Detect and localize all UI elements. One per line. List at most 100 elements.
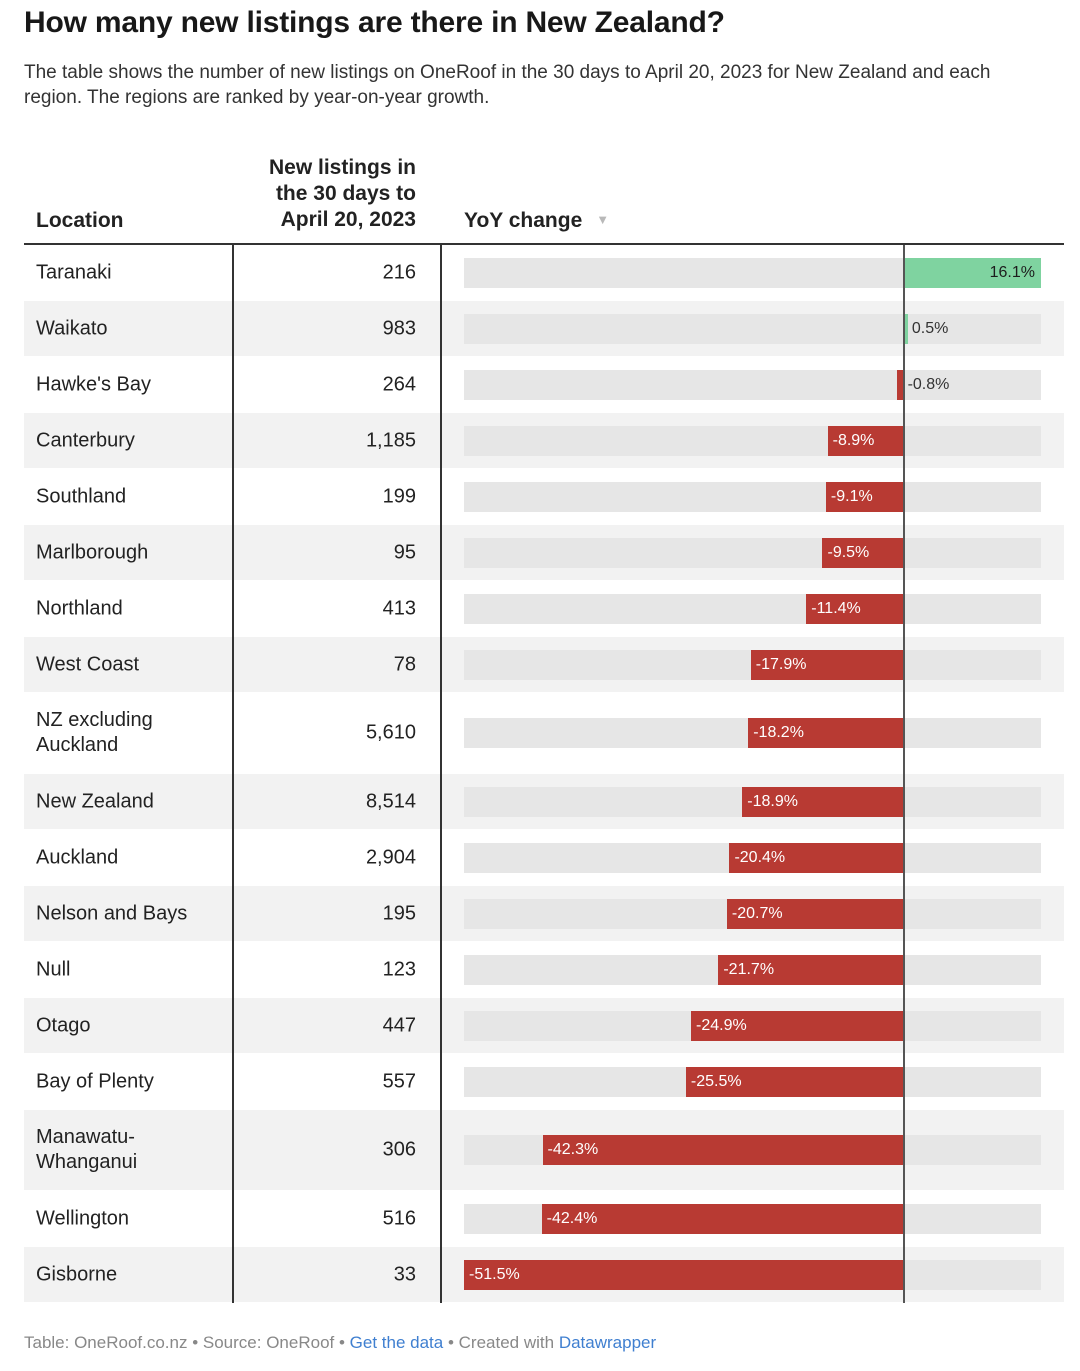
yoy-bar bbox=[718, 954, 904, 985]
yoy-label: -17.9% bbox=[755, 655, 807, 673]
yoy-bar-track: -25.5% bbox=[464, 1066, 1041, 1097]
listings-table: Location New listings in the 30 days to … bbox=[24, 146, 1064, 1303]
column-header-yoy[interactable]: YoY change ▼ bbox=[464, 209, 609, 233]
location-cell: Marlborough bbox=[36, 541, 149, 563]
yoy-bar-track: -24.9% bbox=[464, 1010, 1041, 1041]
yoy-bar bbox=[903, 313, 908, 344]
yoy-label: -51.5% bbox=[469, 1265, 520, 1283]
yoy-label: -20.4% bbox=[734, 848, 786, 866]
chart-description: The table shows the number of new listin… bbox=[24, 62, 991, 108]
yoy-bar bbox=[748, 718, 904, 748]
location-cell: New Zealand bbox=[36, 790, 154, 812]
table-row: Auckland 2,904 -20.4% bbox=[24, 830, 1064, 886]
table-row: Northland 413 -11.4% bbox=[24, 581, 1064, 637]
table-row: Waikato 983 0.5% bbox=[24, 301, 1064, 357]
listings-cell: 8,514 bbox=[365, 790, 416, 812]
listings-cell: 123 bbox=[382, 958, 416, 980]
yoy-bar-track: 16.1% bbox=[464, 257, 1041, 288]
yoy-bar-track: -20.4% bbox=[464, 842, 1041, 873]
table-row: Otago 447 -24.9% bbox=[24, 998, 1064, 1054]
yoy-bar bbox=[691, 1010, 904, 1041]
yoy-label: -42.3% bbox=[547, 1141, 599, 1158]
table-row: Canterbury 1,185 -8.9% bbox=[24, 413, 1064, 469]
yoy-bar-track: -18.9% bbox=[464, 786, 1041, 817]
yoy-bar-track: -21.7% bbox=[464, 954, 1041, 985]
footer-separator: • bbox=[187, 1333, 203, 1352]
yoy-bar-track: -42.4% bbox=[464, 1203, 1041, 1234]
table-credit: Table: OneRoof.co.nz bbox=[24, 1333, 188, 1352]
yoy-label: -25.5% bbox=[690, 1072, 742, 1090]
listings-cell: 33 bbox=[393, 1263, 416, 1285]
yoy-label: -8.9% bbox=[832, 431, 875, 449]
location-cell: Gisborne bbox=[36, 1263, 118, 1285]
yoy-bar-track: -51.5% bbox=[464, 1259, 1041, 1290]
table-row: West Coast 78 -17.9% bbox=[24, 637, 1064, 693]
column-header-listings[interactable]: New listings in the 30 days to April 20,… bbox=[236, 155, 416, 233]
yoy-bar bbox=[822, 537, 904, 568]
yoy-bar-track: -9.1% bbox=[464, 481, 1041, 512]
table-row: Wellington 516 -42.4% bbox=[24, 1191, 1064, 1247]
listings-cell: 983 bbox=[382, 317, 416, 339]
yoy-bar bbox=[742, 786, 904, 817]
listings-cell: 557 bbox=[382, 1070, 416, 1092]
yoy-bar-track: -20.7% bbox=[464, 898, 1041, 929]
listings-cell: 2,904 bbox=[365, 846, 416, 868]
listings-cell: 516 bbox=[382, 1207, 416, 1229]
yoy-bar bbox=[827, 425, 904, 456]
footer-separator: • bbox=[334, 1333, 350, 1352]
listings-cell: 413 bbox=[382, 597, 416, 619]
yoy-label: -11.4% bbox=[811, 599, 861, 617]
sort-descending-icon[interactable]: ▼ bbox=[596, 212, 610, 227]
column-header-yoy-label: YoY change bbox=[464, 209, 583, 232]
chart-title: How many new listings are there in New Z… bbox=[24, 6, 725, 39]
location-cell: Nelson and Bays bbox=[36, 902, 188, 924]
yoy-bar-track: -0.8% bbox=[464, 369, 1041, 400]
listings-cell: 199 bbox=[382, 485, 416, 507]
location-cell: Hawke's Bay bbox=[36, 373, 151, 395]
get-the-data-link[interactable]: Get the data bbox=[349, 1333, 444, 1352]
yoy-bar-track: -8.9% bbox=[464, 425, 1041, 456]
listings-cell: 1,185 bbox=[365, 429, 416, 451]
column-divider bbox=[440, 243, 442, 1303]
location-cell: NZ excluding Auckland bbox=[36, 709, 153, 756]
location-cell: Otago bbox=[36, 1014, 91, 1036]
yoy-bar bbox=[806, 593, 904, 624]
yoy-bar-track: -17.9% bbox=[464, 649, 1041, 680]
yoy-label: -20.7% bbox=[731, 904, 783, 922]
created-with-text: Created with bbox=[458, 1333, 555, 1352]
location-cell: West Coast bbox=[36, 653, 139, 675]
yoy-bar bbox=[541, 1203, 904, 1234]
yoy-bar bbox=[726, 898, 904, 929]
table-row: Manawatu-Whanganui 306 -42.3% bbox=[24, 1110, 1064, 1191]
listings-cell: 216 bbox=[382, 261, 416, 283]
yoy-bar bbox=[464, 1259, 904, 1290]
yoy-label: 0.5% bbox=[911, 319, 949, 337]
table-row: Taranaki 216 16.1% bbox=[24, 245, 1064, 301]
column-header-listings-line: April 20, 2023 bbox=[280, 208, 416, 231]
yoy-label: -24.9% bbox=[696, 1016, 747, 1034]
yoy-bar bbox=[896, 369, 904, 400]
location-cell: Waikato bbox=[36, 317, 108, 339]
listings-cell: 5,610 bbox=[365, 721, 416, 744]
location-cell: Wellington bbox=[36, 1207, 130, 1229]
table-row: NZ excluding Auckland 5,610 -18.2% bbox=[24, 693, 1064, 774]
column-header-listings-line: New listings in bbox=[268, 156, 416, 179]
yoy-bar bbox=[542, 1135, 904, 1165]
listings-cell: 78 bbox=[393, 653, 416, 675]
location-cell: Manawatu-Whanganui bbox=[36, 1126, 138, 1173]
table-row: Null 123 -21.7% bbox=[24, 942, 1064, 998]
yoy-label: -18.9% bbox=[747, 792, 798, 810]
location-cell: Bay of Plenty bbox=[36, 1070, 154, 1092]
location-cell: Taranaki bbox=[36, 261, 112, 283]
listings-cell: 264 bbox=[382, 373, 416, 395]
listings-cell: 95 bbox=[393, 541, 416, 563]
location-cell: Southland bbox=[36, 485, 127, 507]
location-cell: Canterbury bbox=[36, 429, 135, 451]
chart-footer: Table: OneRoof.co.nz • Source: OneRoof •… bbox=[24, 1333, 656, 1353]
table-row: Nelson and Bays 195 -20.7% bbox=[24, 886, 1064, 942]
datawrapper-link[interactable]: Datawrapper bbox=[558, 1333, 657, 1352]
column-header-location[interactable]: Location bbox=[36, 209, 124, 232]
listings-cell: 306 bbox=[382, 1138, 416, 1161]
listings-cell: 447 bbox=[382, 1014, 416, 1036]
table-row: Gisborne 33 -51.5% bbox=[24, 1247, 1064, 1303]
